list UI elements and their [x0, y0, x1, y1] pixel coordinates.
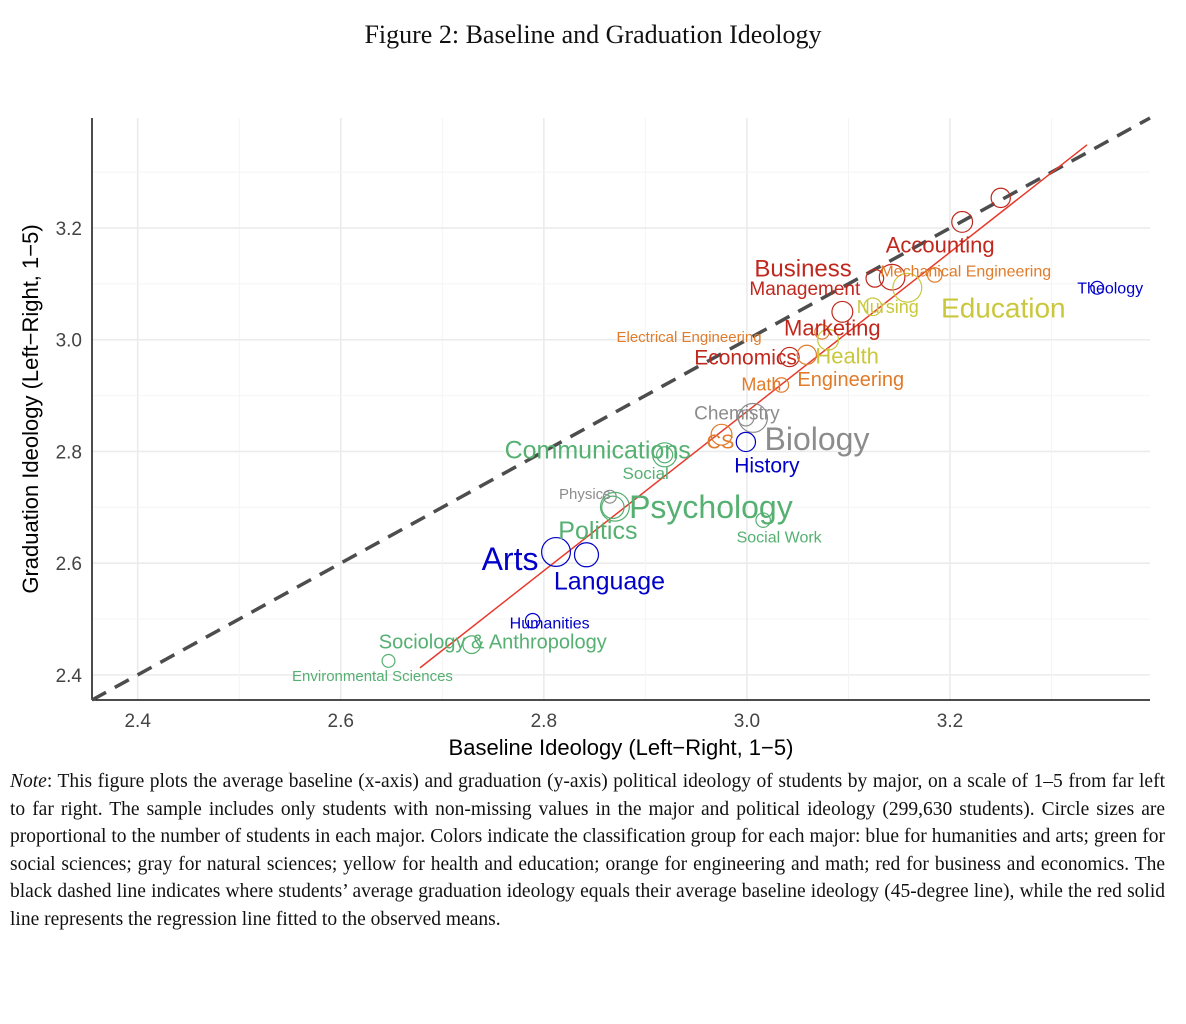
y-tick-label: 2.4: [56, 666, 83, 687]
point-circle: [796, 344, 818, 366]
y-tick-label: 3.2: [56, 219, 82, 240]
x-tick-label: 2.8: [531, 711, 557, 732]
point-circle: [892, 272, 923, 303]
point-label: Management: [749, 279, 861, 300]
note-text: : This figure plots the average baseline…: [10, 771, 1165, 930]
scatter-chart: 2.4 2.6 2.8 3.0 3.2 2.4 2.6 2.8 3.0 3.2 Baseline I…: [18, 116, 1151, 760]
45-degree-line: [91, 116, 1151, 702]
regression-line: [419, 144, 1088, 669]
point-label: Language: [554, 568, 665, 596]
point-circle: [817, 328, 840, 351]
point-circle: [863, 297, 883, 317]
point-label: Environmental Sciences: [292, 668, 453, 685]
point-circle: [652, 442, 678, 468]
x-tick-label: 3.2: [937, 711, 963, 732]
point-label: Marketing: [784, 316, 881, 341]
point-circle: [524, 612, 541, 629]
point-circle: [573, 542, 600, 568]
point-label: Politics: [558, 517, 637, 545]
point-circle: [462, 635, 482, 655]
point-circle: [779, 346, 800, 368]
point-label: Economics: [694, 346, 797, 369]
point-label: Arts: [482, 541, 539, 577]
point-label: Social: [623, 464, 669, 483]
point-label: Sociology & Anthropology: [379, 632, 607, 654]
y-tick-label: 3.0: [56, 331, 82, 352]
point-circle: [878, 263, 906, 291]
x-tick-label: 2.4: [124, 711, 151, 732]
point-label: Theology: [1077, 280, 1143, 297]
y-axis-label: Graduation Ideology (Left−Right, 1−5): [18, 224, 43, 593]
point-circle: [737, 409, 755, 427]
point-circle: [599, 491, 630, 522]
point-label: Electrical Engineering: [617, 329, 762, 346]
y-tick-label: 2.6: [56, 554, 82, 575]
point-circle: [926, 267, 943, 283]
point-circle: [1090, 280, 1105, 295]
note-lead: Note: [10, 771, 47, 792]
figure-title: Figure 2: Baseline and Graduation Ideolo…: [364, 20, 822, 49]
point-label: Education: [941, 293, 1066, 324]
point-circle: [737, 402, 768, 433]
point-label: Mechanical Engineering: [880, 264, 1051, 281]
point-circle: [990, 187, 1011, 209]
x-tick-label: 3.0: [734, 711, 760, 732]
point-label: Engineering: [797, 369, 904, 391]
point-circle: [755, 512, 771, 528]
point-label: History: [734, 454, 800, 477]
point-label: Psychology: [629, 489, 793, 525]
point-circle: [735, 431, 757, 453]
point-circle: [710, 423, 733, 446]
x-tick-label: 2.6: [328, 711, 354, 732]
point-label: Nursing: [857, 297, 919, 317]
point-circle: [814, 324, 830, 340]
point-label: Biology: [765, 421, 870, 457]
point-label: Physics: [559, 486, 611, 503]
point-label: CS: [707, 432, 735, 454]
figure-note: Note: This figure plots the average base…: [10, 768, 1165, 933]
point-circle: [541, 536, 572, 567]
point-circle: [656, 446, 674, 464]
point-label: Math: [741, 374, 781, 394]
point-circle: [865, 268, 885, 288]
point-circle: [381, 653, 396, 668]
point-label: Accounting: [886, 233, 995, 258]
x-axis-label: Baseline Ideology (Left−Right, 1−5): [449, 735, 794, 760]
point-label: Health: [815, 343, 879, 368]
point-label: Chemistry: [694, 404, 780, 425]
point-label: Communications: [505, 437, 691, 465]
point-label: Humanities: [510, 615, 590, 632]
point-circle: [773, 377, 790, 393]
point-circle: [951, 210, 974, 233]
y-tick-label: 2.8: [56, 442, 82, 463]
point-label: Business: [754, 256, 851, 283]
point-circle: [831, 300, 854, 323]
point-label: Social Work: [737, 530, 823, 547]
point-circle: [601, 495, 625, 520]
